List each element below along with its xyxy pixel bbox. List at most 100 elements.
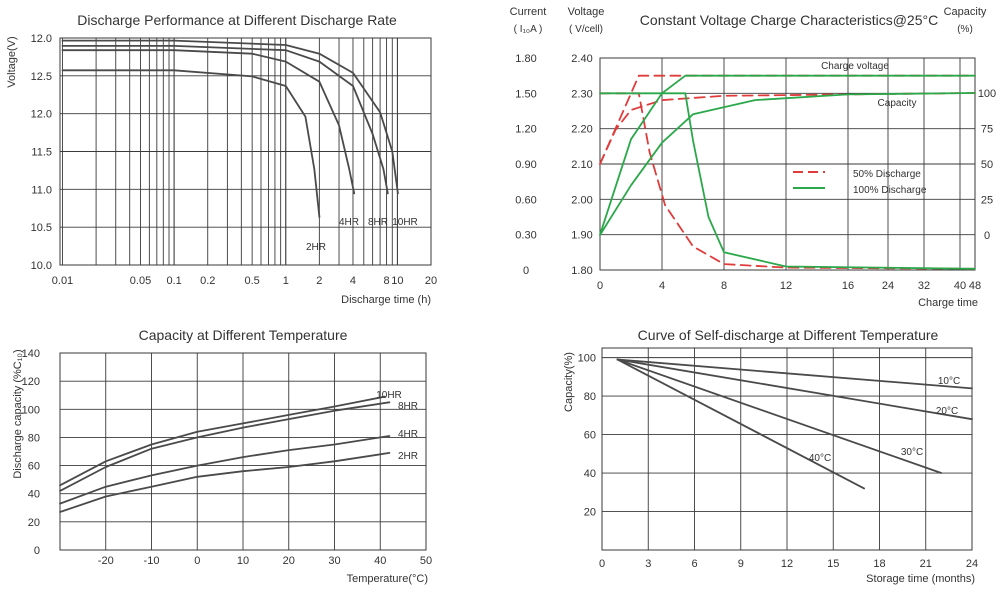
cv-voltage-tick: 1.90	[571, 230, 592, 242]
cv-voltage-tick: 2.30	[571, 88, 592, 100]
cv-current-tick: 1.80	[515, 53, 536, 65]
cv-charge-chart-title: Constant Voltage Charge Characteristics@…	[640, 12, 938, 28]
cv-capacity-tick: 25	[981, 195, 993, 207]
selfdis-ytick: 20	[584, 507, 596, 519]
discharge-chart-title: Discharge Performance at Different Disch…	[77, 12, 397, 28]
discharge-ytick: 11.0	[31, 184, 52, 196]
captemp-annot-4hr: 4HR	[398, 429, 418, 440]
selfdis-xtick: 21	[920, 558, 932, 570]
captemp-xtick: 50	[420, 555, 432, 567]
cv-xtick: 48	[969, 280, 981, 292]
cv-voltage-tick: 1.80	[571, 265, 592, 277]
cv-voltage-tick: 2.20	[571, 124, 592, 136]
discharge-ytick: 10.0	[31, 260, 52, 272]
cv-xtick: 0	[597, 280, 603, 292]
cv-charge-chart-panel: Current ( I₁₀A ) Voltage ( V/cell) Const…	[500, 0, 1000, 310]
discharge-xtick: 2	[316, 275, 322, 287]
capacity-temp-chart-title: Capacity at Different Temperature	[139, 327, 348, 343]
discharge-annot-4hr: 4HR	[339, 217, 359, 228]
selfdis-xtick: 24	[966, 558, 978, 570]
captemp-xtick: 30	[328, 555, 340, 567]
capacity-axis-label-line2: (%)	[957, 24, 973, 35]
discharge-annot-2hr: 2HR	[306, 242, 326, 253]
discharge-ytick: 12.0	[31, 33, 52, 45]
discharge-annot-8hr: 8HR	[368, 217, 388, 228]
selfdis-ytick: 60	[584, 430, 596, 442]
selfdis-ytick: 80	[584, 391, 596, 403]
legend-label-100pct: 100% Discharge	[853, 185, 927, 196]
capacity-temp-chart: Capacity at Different Temperature Discha…	[12, 327, 432, 585]
captemp-series-2hr	[59, 451, 391, 513]
captemp-ytick: 0	[34, 545, 40, 557]
selfdis-series-30c	[616, 358, 943, 474]
cv-current-tick: 0.60	[515, 194, 536, 206]
discharge-xtick: 8	[384, 275, 390, 287]
cv-voltage-tick: 2.10	[571, 159, 592, 171]
discharge-ytick: 12.5	[31, 71, 52, 83]
discharge-series-8hr	[61, 45, 389, 195]
discharge-chart-panel: Discharge Performance at Different Disch…	[0, 0, 500, 310]
discharge-xtick: 10	[391, 275, 403, 287]
selfdis-ytick: 100	[578, 353, 596, 365]
cv-xtick: 16	[842, 280, 854, 292]
captemp-ytick: 120	[22, 376, 40, 388]
selfdis-series-10c	[616, 358, 973, 390]
captemp-annot-10hr: 10HR	[376, 390, 402, 401]
selfdis-ytick: 40	[584, 468, 596, 480]
captemp-xtick: 0	[194, 555, 200, 567]
selfdis-xtick: 18	[873, 558, 885, 570]
discharge-series-10hr	[61, 39, 399, 195]
selfdis-annot-10c: 10°C	[938, 376, 960, 387]
selfdis-annot-20c: 20°C	[936, 406, 958, 417]
cv-100pct-current-line	[599, 92, 976, 270]
cv-xtick: 40	[954, 280, 966, 292]
discharge-xtick: 0.05	[130, 275, 151, 287]
discharge-chart: Discharge Performance at Different Disch…	[6, 12, 437, 306]
selfdis-series-20c	[616, 358, 973, 421]
capacity-temp-ylabel: Discharge capacity (%C₁₀)	[12, 349, 24, 478]
self-discharge-xlabel: Storage time (months)	[866, 573, 975, 585]
cv-current-tick: 1.50	[515, 88, 536, 100]
captemp-ytick: 60	[28, 461, 40, 473]
discharge-xtick: 0.1	[166, 275, 181, 287]
discharge-xtick: 4	[350, 275, 356, 287]
captemp-xtick: -20	[98, 555, 114, 567]
voltage-axis-label-line1: Voltage	[568, 6, 605, 18]
discharge-xlabel: Discharge time (h)	[341, 294, 431, 306]
captemp-ytick: 40	[28, 489, 40, 501]
selfdis-series-40c	[616, 358, 866, 490]
cv-50pct-current-line	[599, 92, 976, 270]
self-discharge-chart: Curve of Self-discharge at Different Tem…	[563, 327, 978, 585]
cv-xlabel: Charge time	[918, 297, 978, 309]
discharge-annot-10hr: 10HR	[392, 217, 418, 228]
selfdis-annot-30c: 30°C	[901, 447, 923, 458]
selfdis-annot-40c: 40°C	[809, 453, 831, 464]
captemp-xtick: 10	[237, 555, 249, 567]
current-axis-label-line1: Current	[510, 6, 547, 18]
discharge-ytick: 12.0	[31, 109, 52, 121]
cv-current-tick: 0.30	[515, 230, 536, 242]
cv-capacity-tick: 75	[981, 124, 993, 136]
captemp-xtick: -10	[144, 555, 160, 567]
selfdis-xtick: 12	[781, 558, 793, 570]
self-discharge-chart-panel: Curve of Self-discharge at Different Tem…	[500, 310, 1000, 593]
legend-label-50pct: 50% Discharge	[853, 169, 921, 180]
cv-capacity-tick: 100	[978, 88, 996, 100]
voltage-axis-label-line2: ( V/cell)	[569, 24, 603, 35]
current-axis-label-line2: ( I₁₀A )	[514, 24, 543, 35]
discharge-xtick: 0.2	[200, 275, 215, 287]
capacity-temp-xlabel: Temperature(°C)	[347, 573, 428, 585]
captemp-ytick: 140	[22, 348, 40, 360]
discharge-xtick: 0.5	[245, 275, 260, 287]
discharge-xtick: 1	[283, 275, 289, 287]
cv-xtick: 4	[659, 280, 665, 292]
cv-100pct-voltage-line	[599, 74, 976, 236]
captemp-ytick: 20	[28, 517, 40, 529]
cv-xtick: 12	[780, 280, 792, 292]
discharge-series-2hr	[61, 69, 321, 218]
captemp-ytick: 100	[22, 404, 40, 416]
selfdis-xtick: 15	[827, 558, 839, 570]
cv-voltage-tick: 2.00	[571, 194, 592, 206]
captemp-ytick: 80	[28, 432, 40, 444]
cv-charge-chart: Current ( I₁₀A ) Voltage ( V/cell) Const…	[510, 6, 997, 309]
